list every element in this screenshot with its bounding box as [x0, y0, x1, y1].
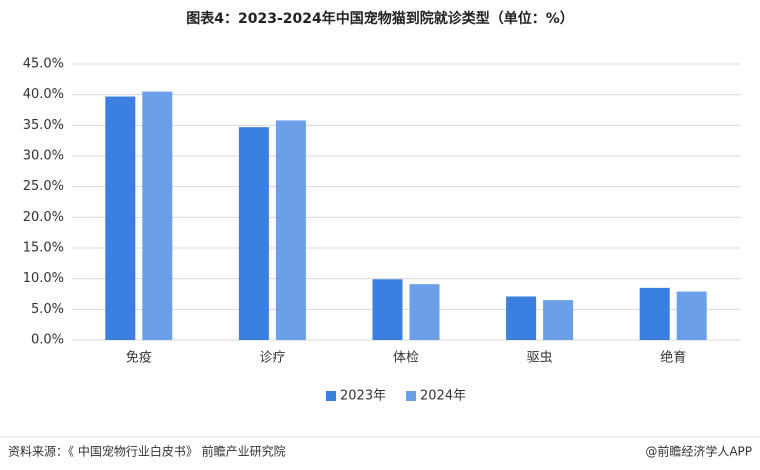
y-tick-label: 45.0% — [23, 57, 64, 72]
source: 资料来源：《 中国宠物行业白皮书》 前瞻产业研究院 — [8, 444, 286, 459]
bar — [409, 284, 440, 340]
y-tick-label: 15.0% — [23, 241, 64, 256]
y-tick-label: 25.0% — [23, 179, 64, 194]
bar — [142, 91, 173, 340]
x-tick-label: 体检 — [393, 351, 419, 366]
y-tick-label: 5.0% — [31, 302, 64, 317]
bar — [506, 296, 537, 340]
y-tick-label: 30.0% — [23, 149, 64, 164]
bar — [105, 96, 136, 340]
bar — [275, 120, 306, 340]
chart-title: 图表4：2023-2024年中国宠物猫到院就诊类型（单位：%） — [186, 10, 574, 27]
x-tick-label: 驱虫 — [527, 351, 553, 366]
bar — [238, 127, 269, 340]
y-tick-label: 20.0% — [23, 210, 64, 225]
bar — [372, 279, 403, 340]
bar — [676, 291, 707, 340]
credit: @前瞻经济学人APP — [645, 444, 752, 459]
x-tick-label: 免疫 — [126, 350, 152, 366]
bar — [543, 300, 574, 340]
legend-label: 2023年 — [340, 389, 386, 404]
x-tick-label: 绝育 — [660, 350, 686, 366]
legend-label: 2024年 — [420, 389, 466, 404]
x-tick-label: 诊疗 — [259, 351, 285, 366]
legend-swatch — [326, 391, 336, 401]
y-tick-label: 10.0% — [23, 271, 64, 286]
legend-swatch — [406, 391, 416, 401]
y-tick-label: 40.0% — [23, 87, 64, 102]
y-tick-label: 35.0% — [23, 118, 64, 133]
bar — [639, 287, 670, 340]
y-tick-label: 0.0% — [31, 333, 64, 348]
